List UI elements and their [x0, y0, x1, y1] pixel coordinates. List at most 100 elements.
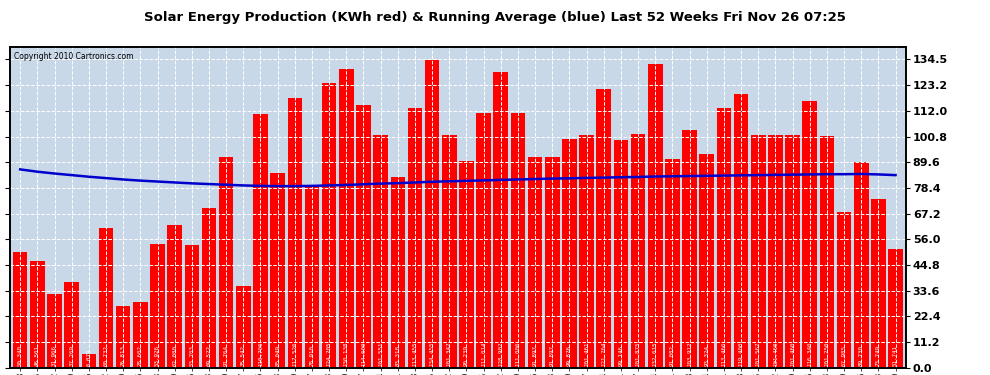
Bar [425, 60, 440, 368]
Bar [30, 261, 45, 368]
Text: 78.910: 78.910 [310, 345, 315, 366]
Text: 51.741: 51.741 [893, 345, 898, 366]
Text: 101.551: 101.551 [378, 342, 383, 366]
Text: 99.876: 99.876 [567, 345, 572, 366]
Text: 6.079: 6.079 [86, 349, 91, 366]
Text: 83.318: 83.318 [395, 345, 400, 366]
Bar [854, 162, 868, 368]
Text: 114.600: 114.600 [361, 342, 366, 366]
Text: 31.966: 31.966 [52, 345, 57, 366]
Text: 91.764: 91.764 [224, 345, 229, 366]
Text: 67.985: 67.985 [842, 345, 846, 366]
Bar [64, 282, 79, 368]
Bar [562, 139, 577, 368]
Bar [785, 135, 800, 368]
Bar [219, 158, 234, 368]
Bar [717, 108, 732, 368]
Text: 116.340: 116.340 [807, 342, 812, 366]
Bar [493, 72, 508, 367]
Text: 37.269: 37.269 [69, 345, 74, 366]
Bar [837, 212, 851, 368]
Bar [287, 98, 302, 368]
Text: 101.347: 101.347 [446, 342, 451, 366]
Text: 134.455: 134.455 [430, 342, 435, 366]
Text: 89.730: 89.730 [858, 345, 863, 366]
Text: Copyright 2010 Cartronics.com: Copyright 2010 Cartronics.com [15, 52, 134, 61]
Text: 26.813: 26.813 [121, 345, 126, 366]
Bar [511, 113, 526, 368]
Text: 69.522: 69.522 [207, 345, 212, 366]
Text: 101.460: 101.460 [790, 342, 795, 366]
Text: 91.897: 91.897 [533, 345, 538, 366]
Text: 101.250: 101.250 [825, 342, 830, 366]
Text: 91.082: 91.082 [670, 345, 675, 366]
Bar [373, 135, 388, 368]
Bar [356, 105, 371, 368]
Bar [253, 114, 267, 368]
Bar [270, 173, 285, 368]
Bar [408, 108, 423, 368]
Text: 101.460: 101.460 [773, 342, 778, 366]
Bar [528, 157, 543, 368]
Bar [13, 252, 28, 368]
Text: 113.466: 113.466 [722, 342, 727, 366]
Text: 111.014: 111.014 [481, 342, 486, 366]
Text: 62.080: 62.080 [172, 345, 177, 366]
Text: 113.455: 113.455 [413, 342, 418, 366]
Text: 93.324: 93.324 [704, 345, 709, 366]
Bar [871, 199, 886, 368]
Text: 90.239: 90.239 [464, 345, 469, 366]
Bar [48, 294, 61, 368]
Bar [305, 187, 320, 368]
Bar [544, 157, 559, 368]
Text: 46.501: 46.501 [35, 345, 40, 366]
Bar [184, 244, 199, 368]
Bar [665, 159, 680, 368]
Text: 128.902: 128.902 [498, 342, 503, 366]
Text: Solar Energy Production (KWh red) & Running Average (blue) Last 52 Weeks Fri Nov: Solar Energy Production (KWh red) & Runn… [145, 11, 845, 24]
Bar [150, 244, 164, 368]
Bar [202, 208, 216, 368]
Bar [81, 354, 96, 368]
Text: 130.138: 130.138 [344, 342, 348, 366]
Text: 117.526: 117.526 [292, 342, 297, 366]
Text: 101.461: 101.461 [584, 342, 589, 366]
Bar [339, 69, 353, 368]
Text: 99.146: 99.146 [619, 345, 624, 366]
Bar [133, 302, 148, 368]
Text: 50.340: 50.340 [18, 345, 23, 366]
Text: 119.400: 119.400 [739, 342, 743, 366]
Text: 132.615: 132.615 [652, 342, 657, 366]
Bar [614, 141, 629, 368]
Bar [596, 88, 611, 368]
Text: 101.567: 101.567 [755, 342, 760, 366]
Text: 121.764: 121.764 [601, 342, 606, 366]
Text: 111.006: 111.006 [516, 342, 521, 366]
Bar [442, 135, 456, 368]
Bar [820, 136, 835, 368]
Bar [236, 286, 250, 368]
Bar [768, 135, 783, 368]
Bar [700, 154, 714, 368]
Bar [459, 161, 474, 368]
Text: 53.926: 53.926 [155, 345, 160, 366]
Bar [476, 113, 491, 368]
Bar [751, 135, 765, 368]
Bar [631, 134, 645, 368]
Text: 124.205: 124.205 [327, 342, 332, 366]
Bar [390, 177, 405, 368]
Bar [648, 64, 662, 368]
Bar [888, 249, 903, 368]
Bar [734, 94, 748, 368]
Text: 60.732: 60.732 [104, 345, 109, 366]
Bar [579, 135, 594, 368]
Text: 53.703: 53.703 [189, 345, 194, 366]
Bar [803, 101, 817, 368]
Bar [682, 129, 697, 368]
Text: 103.912: 103.912 [687, 342, 692, 366]
Text: 85.049: 85.049 [275, 345, 280, 366]
Text: 91.897: 91.897 [549, 345, 554, 366]
Text: 101.875: 101.875 [636, 342, 641, 366]
Text: 110.706: 110.706 [258, 342, 263, 366]
Bar [322, 83, 337, 368]
